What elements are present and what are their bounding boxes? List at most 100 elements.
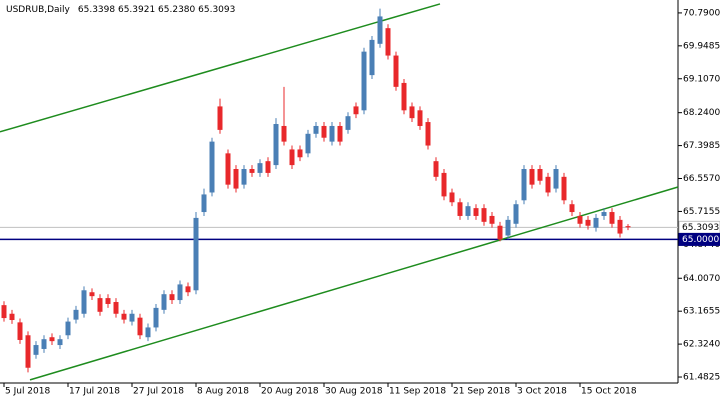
level-label-box — [678, 232, 720, 246]
candle-body — [401, 82, 407, 111]
candle-body — [457, 202, 463, 216]
candle-body — [225, 153, 231, 185]
candle-body — [161, 294, 167, 310]
y-tick-label: 67.3985 — [683, 141, 720, 151]
candle-body — [393, 55, 399, 87]
x-tick-label: 20 Aug 2018 — [261, 387, 319, 397]
candle-body — [313, 125, 319, 134]
chart-header: USDRUB,Daily 65.3398 65.3921 65.2380 65.3… — [6, 5, 235, 15]
y-tick-label: 69.1070 — [683, 74, 720, 84]
candle-body — [241, 169, 247, 185]
x-tick-label: 21 Sep 2018 — [453, 387, 510, 397]
candle-body — [25, 335, 31, 368]
y-tick-label: 64.0070 — [683, 274, 720, 284]
x-tick-label: 5 Jul 2018 — [5, 387, 50, 397]
quote: 65.3398 65.3921 65.2380 65.3093 — [78, 5, 235, 15]
candle-body — [97, 298, 103, 312]
y-tick-label: 65.7155 — [683, 207, 720, 217]
candle-body — [489, 215, 495, 224]
candle-body — [305, 133, 311, 154]
candle-body — [497, 225, 503, 240]
candle-body — [433, 161, 439, 177]
level-label: 65.0000 — [682, 235, 719, 245]
y-tick-label: 68.2400 — [683, 108, 720, 118]
candle-body — [289, 149, 295, 166]
candle-body — [545, 176, 551, 193]
candle-body — [329, 125, 335, 142]
candle-body — [257, 163, 263, 173]
candle-body — [449, 192, 455, 203]
candle-body — [49, 337, 55, 342]
candle-body — [585, 219, 591, 226]
candle-body — [345, 116, 351, 130]
chart-title: USDRUB,Daily — [6, 5, 71, 15]
candle-body — [625, 226, 631, 228]
candle-body — [441, 172, 447, 197]
candle-body — [201, 194, 207, 213]
x-tick-label: 27 Jul 2018 — [133, 387, 184, 397]
candle-body — [561, 176, 567, 201]
candle-body — [425, 122, 431, 146]
candle-body — [593, 217, 599, 228]
x-tick-label: 11 Sep 2018 — [389, 387, 446, 397]
x-tick-label: 17 Jul 2018 — [69, 387, 120, 397]
candle-body — [601, 212, 607, 216]
candle-body — [129, 313, 135, 322]
candle-body — [409, 106, 415, 119]
trendline — [0, 3, 441, 133]
candle-body — [577, 215, 583, 224]
y-tick-label: 61.4825 — [683, 373, 720, 383]
candle-body — [233, 169, 239, 189]
candle-body — [249, 169, 255, 173]
y-tick-label: 69.9485 — [683, 41, 720, 51]
candle-body — [321, 125, 327, 138]
candle-body — [113, 302, 119, 314]
candle-body — [177, 284, 183, 301]
y-tick-label: 63.1655 — [683, 307, 720, 317]
candle-body — [209, 141, 215, 193]
candle-body — [513, 204, 519, 224]
candle-body — [537, 169, 543, 181]
candle-body — [33, 345, 39, 355]
trendline — [29, 186, 679, 381]
candle-body — [57, 339, 63, 346]
candle-body — [361, 51, 367, 111]
y-tick-label: 62.3240 — [683, 340, 720, 350]
candle-body — [89, 292, 95, 297]
candle-body — [1, 305, 7, 319]
candle-body — [169, 294, 175, 301]
candle-body — [353, 106, 359, 115]
candle-body — [569, 204, 575, 213]
candle-body — [81, 290, 87, 314]
y-tick-label: 70.7900 — [683, 8, 720, 18]
candle-body — [529, 169, 535, 185]
x-tick-label: 15 Oct 2018 — [581, 387, 637, 397]
x-tick-label: 8 Aug 2018 — [197, 387, 249, 397]
candle-body — [505, 219, 511, 236]
candle-body — [297, 149, 303, 158]
candle-body — [273, 124, 279, 166]
level-label: 65.3093 — [682, 223, 719, 233]
candle-body — [105, 298, 111, 304]
candle-body — [385, 28, 391, 56]
candle-body — [145, 327, 151, 338]
candle-body — [473, 208, 479, 216]
candle-body — [609, 212, 615, 224]
candle-body — [377, 16, 383, 44]
x-tick-label: 3 Oct 2018 — [517, 387, 567, 397]
candle-body — [217, 106, 223, 130]
candle-body — [121, 313, 127, 320]
candle-body — [17, 322, 23, 340]
candle-body — [369, 39, 375, 76]
candle-body — [41, 339, 47, 349]
candle-body — [9, 313, 15, 321]
candle-body — [417, 110, 423, 126]
candle-body — [73, 309, 79, 320]
y-tick-label: 66.5570 — [683, 174, 720, 184]
candle-body — [281, 125, 287, 142]
candle-body — [193, 217, 199, 291]
candle-body — [553, 169, 559, 189]
candle-body — [481, 208, 487, 222]
candle-body — [337, 125, 343, 142]
